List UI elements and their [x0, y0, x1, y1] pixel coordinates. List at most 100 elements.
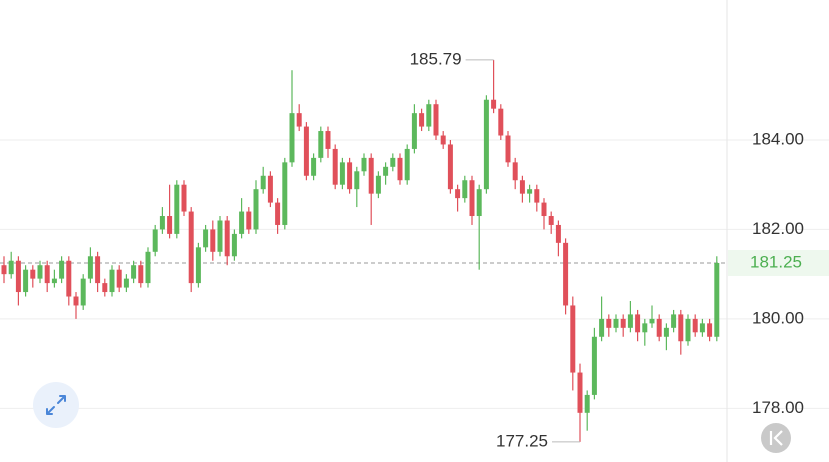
candle-body	[1, 265, 7, 275]
candle-body	[224, 220, 230, 257]
candle-body	[296, 113, 302, 127]
candle-body	[87, 256, 93, 279]
candle-body	[584, 394, 590, 413]
candle-body	[411, 113, 417, 149]
candle-body	[181, 184, 187, 212]
candle-body	[339, 162, 345, 185]
candle-body	[563, 242, 569, 306]
candle-body	[210, 229, 216, 252]
candle-body	[23, 269, 29, 293]
candle-body	[354, 171, 360, 190]
candle-body	[541, 202, 547, 217]
candle-body	[203, 229, 209, 248]
candle-body	[678, 314, 684, 342]
candle-body	[174, 184, 180, 234]
candle-body	[95, 256, 101, 284]
candle-body	[73, 296, 79, 306]
candle-body	[152, 229, 158, 252]
candle-body	[397, 157, 403, 181]
candle-body	[656, 318, 662, 337]
candle-body	[267, 175, 273, 203]
candle-body	[527, 189, 533, 194]
candle-body	[642, 323, 648, 333]
candle-body	[469, 180, 475, 217]
plot: 178.00 180.00 182.00 184.00 181.25 185.79 177.…	[0, 49, 829, 450]
candle-body	[649, 318, 655, 324]
candle-body	[663, 327, 669, 337]
candle-body	[512, 162, 518, 181]
candle-body	[44, 265, 50, 284]
candle-body	[570, 305, 576, 373]
back-button[interactable]	[761, 423, 791, 453]
candle-body	[591, 336, 597, 395]
candle-body	[59, 260, 65, 279]
candle-body	[390, 157, 396, 167]
candle-body	[145, 251, 151, 284]
candle-body	[440, 135, 446, 145]
candle-body	[102, 283, 108, 293]
candle-body	[303, 126, 309, 176]
candle-body	[383, 166, 389, 176]
candle-body	[246, 211, 252, 230]
candle-body	[519, 180, 525, 194]
last-price-box	[728, 249, 829, 276]
candle-body	[30, 269, 36, 279]
candle-body	[635, 314, 641, 333]
last-price-label: 181.25	[750, 252, 802, 271]
candle-body	[548, 216, 554, 225]
candle-body	[80, 278, 86, 306]
candle-body	[476, 189, 482, 217]
candle-body	[325, 131, 331, 149]
candle-body	[699, 323, 705, 333]
candle-body	[577, 372, 583, 413]
candle-body	[66, 260, 72, 297]
candle-body	[483, 99, 489, 190]
candle-body	[555, 224, 561, 243]
candle-body	[505, 135, 511, 163]
candle-body	[123, 278, 129, 288]
y-tick-label: 178.00	[752, 398, 804, 417]
candle-body	[131, 265, 137, 279]
candle-body	[606, 318, 612, 328]
candle-body	[195, 247, 201, 284]
candle-body	[159, 216, 165, 230]
candle-body	[188, 211, 194, 284]
candle-body	[534, 189, 540, 203]
min-label: 177.25	[496, 431, 548, 450]
y-tick-label: 180.00	[752, 308, 804, 327]
candle-body	[599, 318, 605, 337]
candle-body	[375, 175, 381, 194]
candle-body	[462, 180, 468, 199]
candle-body	[51, 278, 57, 284]
candle-body	[361, 157, 367, 172]
candle-body	[116, 269, 122, 288]
candle-body	[311, 157, 317, 176]
candle-body	[138, 265, 144, 284]
candle-body	[253, 189, 259, 230]
candle-body	[714, 262, 720, 337]
candle-body	[685, 318, 691, 342]
candle-body	[419, 113, 425, 127]
candle-body	[260, 175, 266, 190]
candle-body	[368, 157, 374, 194]
candle-body	[37, 265, 43, 279]
candle-body	[231, 233, 237, 257]
candle-body	[627, 314, 633, 328]
candle-body	[707, 323, 713, 337]
candle-body	[282, 162, 288, 225]
expand-button[interactable]	[33, 382, 79, 428]
candle-body	[8, 260, 14, 275]
candle-body	[620, 318, 626, 328]
candle-body	[347, 162, 353, 190]
candle-body	[498, 108, 504, 136]
candle-body	[217, 220, 223, 252]
candle-body	[332, 148, 338, 185]
candle-body	[289, 113, 295, 163]
candle-body	[318, 131, 324, 158]
candle-body	[15, 260, 21, 293]
candle-body	[671, 314, 677, 328]
y-tick-label: 184.00	[752, 129, 804, 148]
candle-body	[613, 318, 619, 328]
candle-body	[455, 189, 461, 199]
